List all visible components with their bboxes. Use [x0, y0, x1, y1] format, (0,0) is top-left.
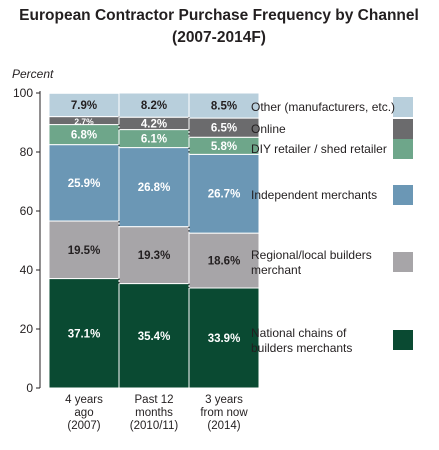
bar-data-label: 26.7% — [208, 189, 241, 201]
x-tick-label: (2014) — [207, 420, 240, 432]
legend-label: builders merchants — [251, 341, 352, 355]
bar-data-label: 6.8% — [71, 130, 97, 142]
bar-data-label: 19.3% — [138, 250, 171, 262]
y-tick-label: 60 — [20, 204, 34, 218]
x-tick-label: ago — [74, 407, 93, 419]
legend-swatch — [393, 252, 413, 272]
bar-data-label: 5.8% — [211, 141, 237, 153]
legend-label: merchant — [251, 263, 302, 277]
bar-data-label: 6.5% — [211, 123, 237, 135]
legend-swatch — [393, 139, 413, 159]
y-tick-label: 100 — [13, 86, 33, 100]
bar-data-label: 25.9% — [68, 178, 101, 190]
bar-segment — [118, 283, 190, 389]
legend-label: National chains of — [251, 326, 347, 340]
bar-segment — [188, 287, 260, 389]
bar-data-label: 8.5% — [211, 101, 237, 113]
x-tick-label: from now — [200, 407, 248, 419]
bar-segment — [188, 92, 260, 119]
y-tick-label: 20 — [20, 322, 34, 336]
bar-data-label: 6.1% — [141, 134, 167, 146]
y-tick-label: 40 — [20, 263, 34, 277]
legend-label: Other (manufacturers, etc.) — [251, 100, 395, 114]
x-tick-label: (2010/11) — [130, 420, 179, 432]
legend-swatch — [393, 185, 413, 205]
x-tick-label: 3 years — [205, 394, 243, 406]
bar-data-label: 19.5% — [68, 245, 101, 257]
x-tick-label: Past 12 — [135, 394, 174, 406]
bar-segment — [118, 226, 190, 285]
bar-data-label: 18.6% — [208, 256, 241, 268]
legend-label: DIY retailer / shed retailer — [251, 142, 387, 156]
legend-label: Independent merchants — [251, 188, 377, 202]
legend-swatch — [393, 97, 413, 117]
bar-data-label: 26.8% — [138, 182, 171, 194]
bar-segment — [188, 232, 260, 289]
bar-data-label: 33.9% — [208, 333, 241, 345]
chart-title: European Contractor Purchase Frequency b… — [19, 7, 419, 24]
x-tick-label: 4 years — [65, 394, 103, 406]
x-tick-label: months — [135, 407, 173, 419]
bar-data-label: 7.9% — [71, 100, 97, 112]
chart-subtitle: (2007-2014F) — [172, 29, 266, 46]
bar-data-label: 37.1% — [68, 328, 101, 340]
bar-segment — [48, 220, 120, 280]
bar-data-label: 35.4% — [138, 331, 171, 343]
bar-segment — [48, 278, 120, 389]
y-tick-label: 80 — [20, 145, 34, 159]
bar-data-label: 8.2% — [141, 100, 167, 112]
bar-data-label: 4.2% — [141, 118, 167, 130]
legend-label: Online — [251, 122, 286, 136]
bar-segment — [48, 144, 120, 222]
bar-data-label: 2.7% — [74, 117, 94, 127]
legend-label: Regional/local builders — [251, 248, 372, 262]
bar-segment — [118, 147, 190, 228]
y-axis-title: Percent — [12, 67, 54, 81]
x-tick-label: (2007) — [67, 420, 100, 432]
legend-swatch — [393, 330, 413, 350]
bar-segment — [188, 153, 260, 234]
bar-segment — [118, 92, 190, 118]
y-tick-label: 0 — [26, 381, 33, 395]
legend-swatch — [393, 119, 413, 139]
